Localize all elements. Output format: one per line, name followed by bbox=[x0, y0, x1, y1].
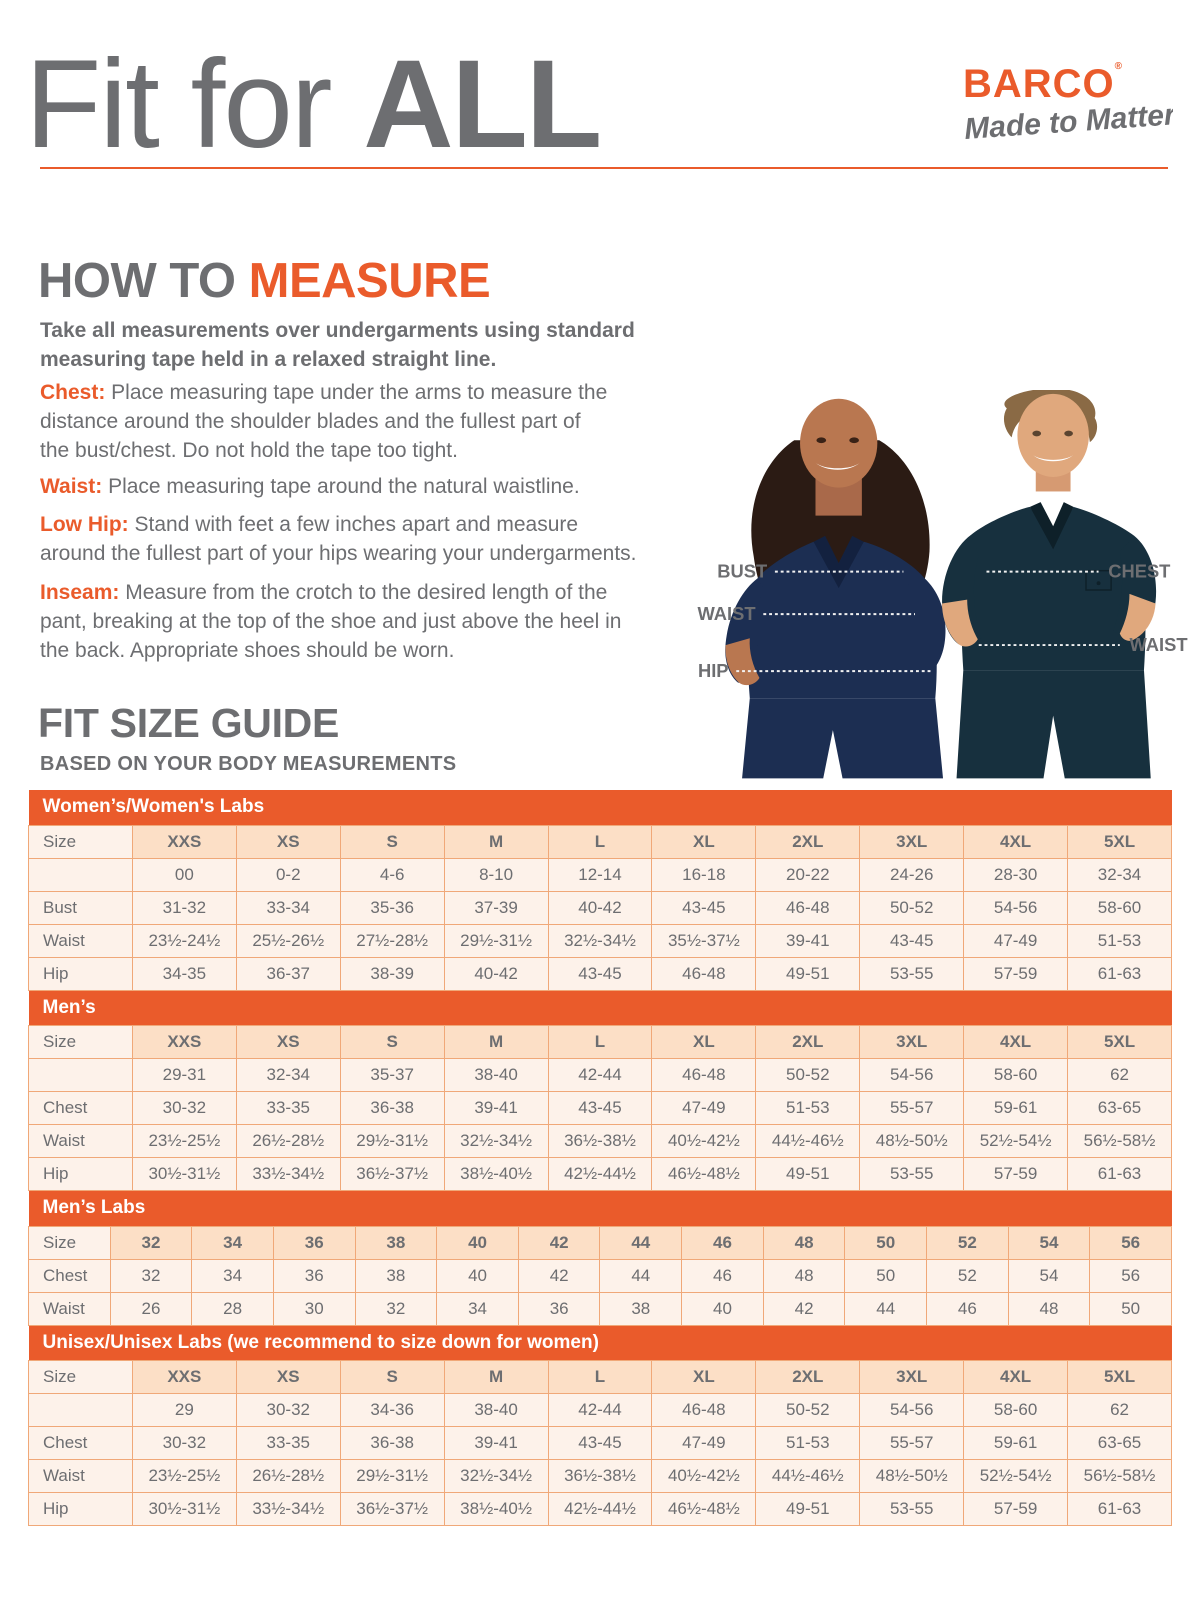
svg-text:Made to Matter: Made to Matter bbox=[963, 105, 1173, 146]
svg-text:WAIST: WAIST bbox=[697, 603, 756, 624]
svg-text:WAIST: WAIST bbox=[1129, 634, 1188, 655]
svg-text:BUST: BUST bbox=[717, 560, 768, 581]
svg-text:CHEST: CHEST bbox=[1108, 560, 1171, 581]
svg-text:HIP: HIP bbox=[698, 660, 729, 681]
